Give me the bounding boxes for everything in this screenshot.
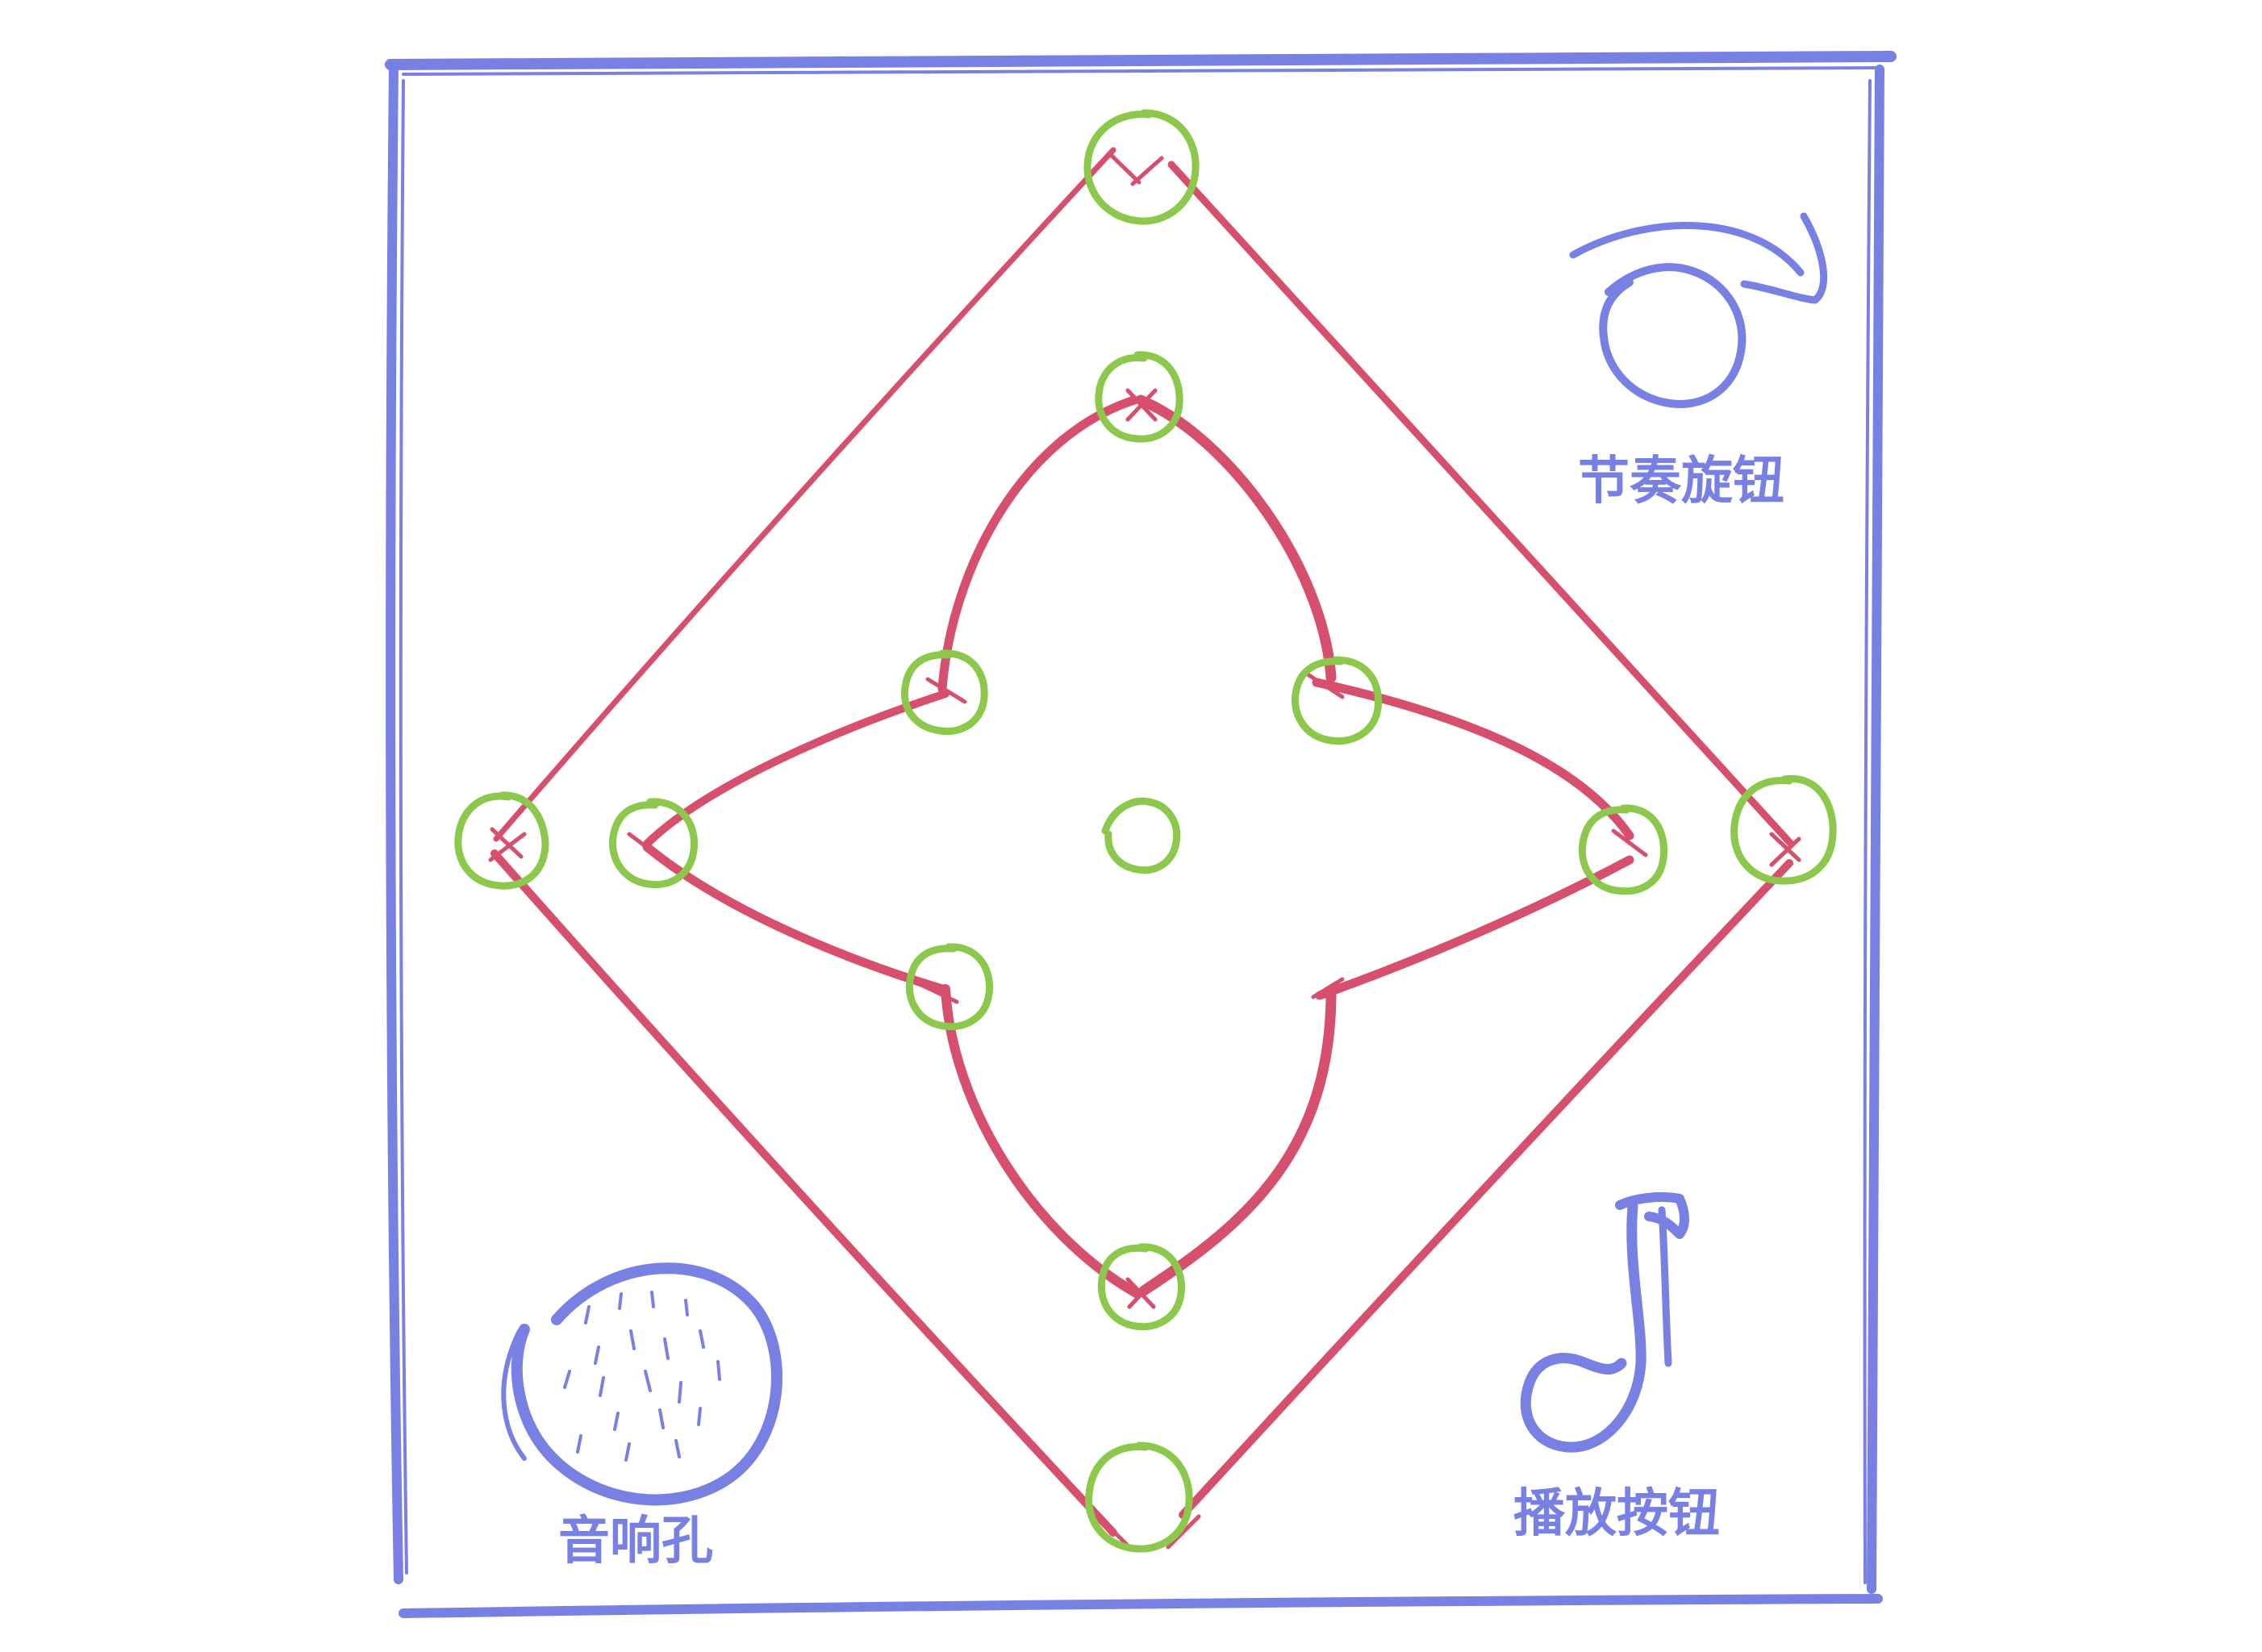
inner-star: [647, 400, 1630, 1294]
outer-diamond-edge-nw: [496, 150, 1113, 839]
play-button-group: 播放按钮: [1513, 1197, 1720, 1544]
frame-bottom-edge: [403, 1599, 1878, 1613]
speaker-perforations: [565, 1292, 720, 1460]
node-center: [1105, 801, 1177, 870]
frame-left-edge-inner: [401, 81, 407, 1573]
star-edge-top-right: [1141, 400, 1331, 678]
knob-dial: [1603, 267, 1742, 404]
frame-top-edge: [390, 56, 1891, 65]
star-edge-bottom-right: [1144, 992, 1331, 1291]
play-button-label: 播放按钮: [1513, 1484, 1720, 1544]
note-stem: [1662, 1210, 1668, 1363]
star-edge-top-left: [942, 400, 1134, 689]
speaker-hole-label: 音响孔: [558, 1512, 713, 1571]
note-body: [1525, 1207, 1641, 1447]
star-edge-right-upper: [1317, 682, 1630, 836]
knob-icon: [1573, 216, 1824, 404]
node-outer-top: [1087, 113, 1196, 221]
speaker-hole-group: 音响孔: [503, 1268, 777, 1571]
rhythm-knob-group: 节奏旋钮: [1573, 216, 1824, 511]
node-star-upper-right: [1295, 660, 1378, 741]
speaker-grille-icon: [503, 1268, 777, 1500]
speaker-outline: [517, 1268, 777, 1500]
node-crossings: [490, 153, 1799, 1549]
frame-left-edge: [390, 68, 399, 1579]
outer-diamond-edge-se: [1183, 863, 1789, 1515]
star-edge-bottom-left: [945, 989, 1137, 1294]
music-note-icon: [1525, 1197, 1684, 1447]
frame-right-edge: [1872, 69, 1880, 1589]
rhythm-knob-label: 节奏旋钮: [1578, 452, 1784, 511]
star-edge-right-lower: [1320, 860, 1630, 995]
node-outer-bottom: [1089, 1446, 1190, 1549]
